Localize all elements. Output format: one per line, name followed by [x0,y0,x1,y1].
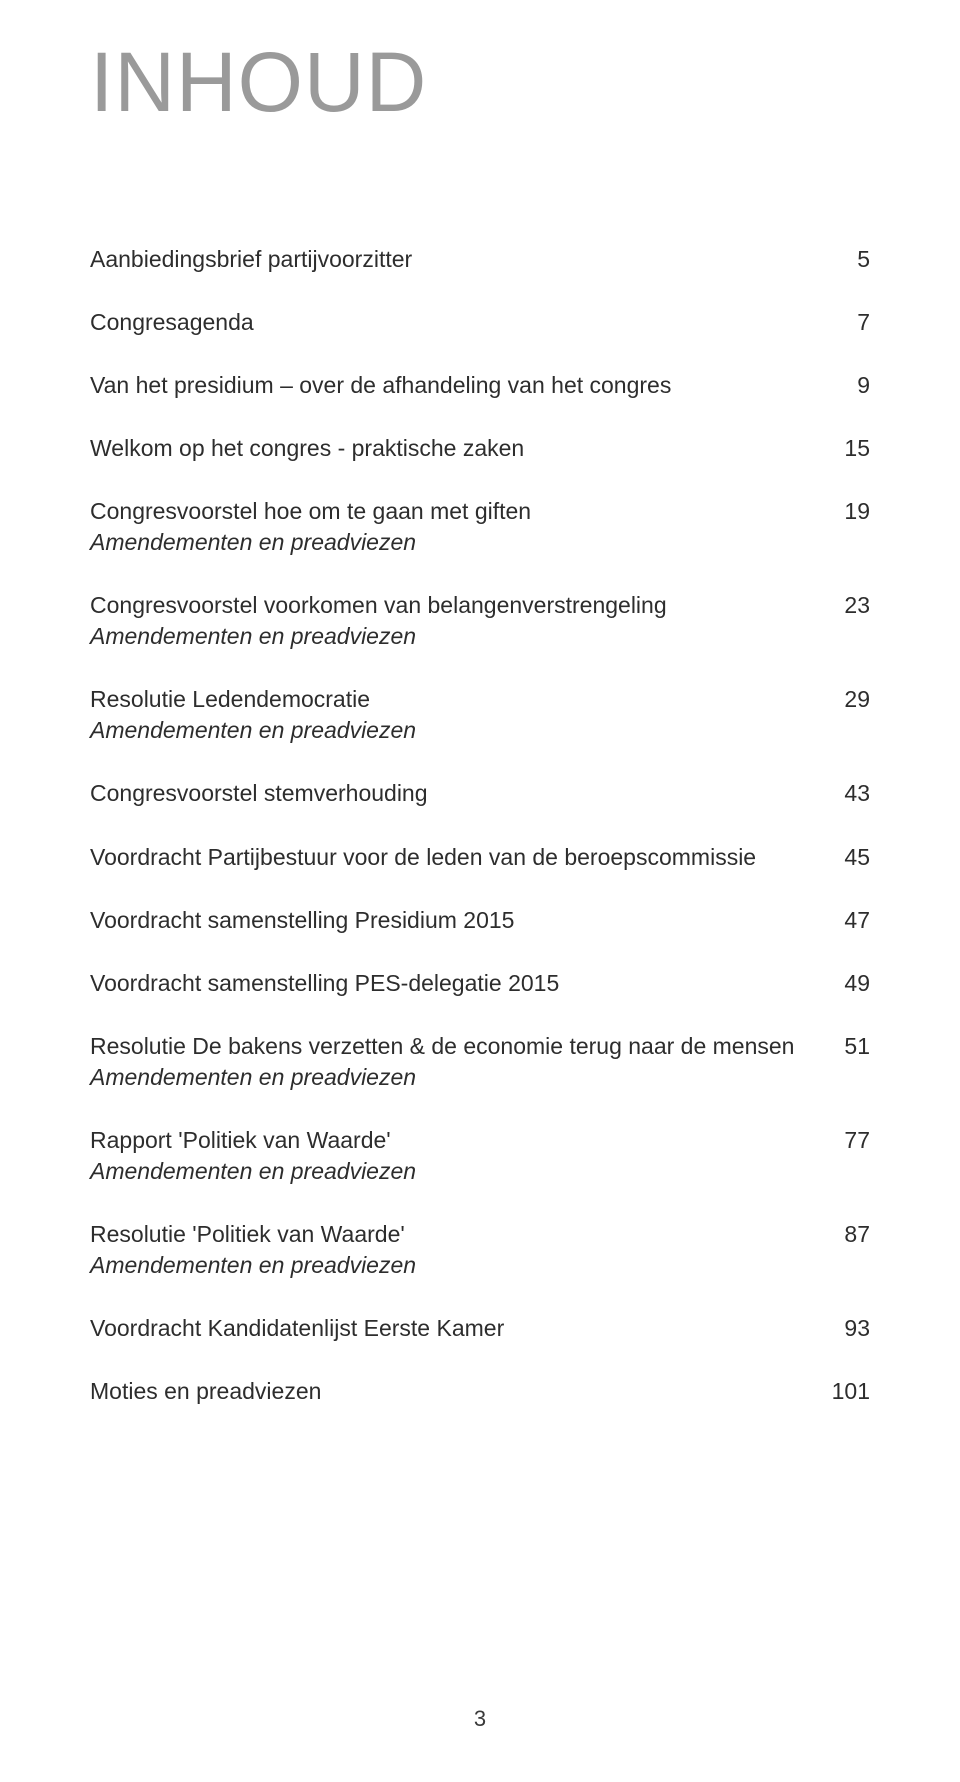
toc-entry: Resolutie 'Politiek van Waarde' 87 Amend… [90,1219,870,1281]
toc-entry: Van het presidium – over de afhandeling … [90,370,870,401]
page-title: INHOUD [90,40,870,124]
toc-entry-label: Congresagenda [90,307,825,338]
toc-entry-sub: Amendementen en preadviezen [90,1062,870,1093]
toc-entry: Rapport 'Politiek van Waarde' 77 Amendem… [90,1125,870,1187]
toc-entry-page: 19 [825,496,870,527]
toc-entry-label: Voordracht samenstelling PES-delegatie 2… [90,968,825,999]
page-number: 3 [0,1706,960,1732]
toc-entry-sub: Amendementen en preadviezen [90,715,870,746]
toc-entry: Congresvoorstel voorkomen van belangenve… [90,590,870,652]
toc-entry-sub: Amendementen en preadviezen [90,621,870,652]
toc-entry: Congresvoorstel stemverhouding 43 [90,778,870,809]
toc-entry-page: 5 [825,244,870,275]
toc-entry-label: Voordracht Kandidatenlijst Eerste Kamer [90,1313,825,1344]
toc-entry-sub: Amendementen en preadviezen [90,527,870,558]
toc-entry: Moties en preadviezen 101 [90,1376,870,1407]
toc-entry: Aanbiedingsbrief partijvoorzitter 5 [90,244,870,275]
toc-entry: Voordracht samenstelling Presidium 2015 … [90,905,870,936]
toc-entry-label: Congresvoorstel voorkomen van belangenve… [90,590,825,621]
toc-entry-label: Resolutie Ledendemocratie [90,684,825,715]
toc-entry-label: Congresvoorstel hoe om te gaan met gifte… [90,496,825,527]
toc-entry: Voordracht Partijbestuur voor de leden v… [90,842,870,873]
toc-entry-label: Voordracht samenstelling Presidium 2015 [90,905,825,936]
toc-entry-label: Rapport 'Politiek van Waarde' [90,1125,825,1156]
toc-entry: Congresagenda 7 [90,307,870,338]
toc-entry-page: 47 [825,905,870,936]
toc-entry: Resolutie Ledendemocratie 29 Amendemente… [90,684,870,746]
toc-entry-page: 9 [825,370,870,401]
toc-entry-page: 23 [825,590,870,621]
toc-entry-page: 49 [825,968,870,999]
toc-entry-page: 101 [825,1376,870,1407]
toc-entry-page: 87 [825,1219,870,1250]
toc-entry-page: 7 [825,307,870,338]
toc-entry-label: Resolutie De bakens verzetten & de econo… [90,1031,825,1062]
toc-entry-label: Aanbiedingsbrief partijvoorzitter [90,244,825,275]
document-page: INHOUD Aanbiedingsbrief partijvoorzitter… [0,0,960,1782]
toc-entry: Welkom op het congres - praktische zaken… [90,433,870,464]
toc-entry-label: Moties en preadviezen [90,1376,825,1407]
toc-entry-page: 15 [825,433,870,464]
toc-entry-page: 51 [825,1031,870,1062]
toc-entry-page: 45 [825,842,870,873]
toc-entry: Voordracht Kandidatenlijst Eerste Kamer … [90,1313,870,1344]
toc-entry-page: 77 [825,1125,870,1156]
toc-entry-sub: Amendementen en preadviezen [90,1250,870,1281]
table-of-contents: Aanbiedingsbrief partijvoorzitter 5 Cong… [90,244,870,1407]
toc-entry-label: Voordracht Partijbestuur voor de leden v… [90,842,825,873]
toc-entry-sub: Amendementen en preadviezen [90,1156,870,1187]
toc-entry-label: Van het presidium – over de afhandeling … [90,370,825,401]
toc-entry-page: 29 [825,684,870,715]
toc-entry-label: Congresvoorstel stemverhouding [90,778,825,809]
toc-entry-label: Welkom op het congres - praktische zaken [90,433,825,464]
toc-entry: Congresvoorstel hoe om te gaan met gifte… [90,496,870,558]
toc-entry: Voordracht samenstelling PES-delegatie 2… [90,968,870,999]
toc-entry: Resolutie De bakens verzetten & de econo… [90,1031,870,1093]
toc-entry-label: Resolutie 'Politiek van Waarde' [90,1219,825,1250]
toc-entry-page: 43 [825,778,870,809]
toc-entry-page: 93 [825,1313,870,1344]
